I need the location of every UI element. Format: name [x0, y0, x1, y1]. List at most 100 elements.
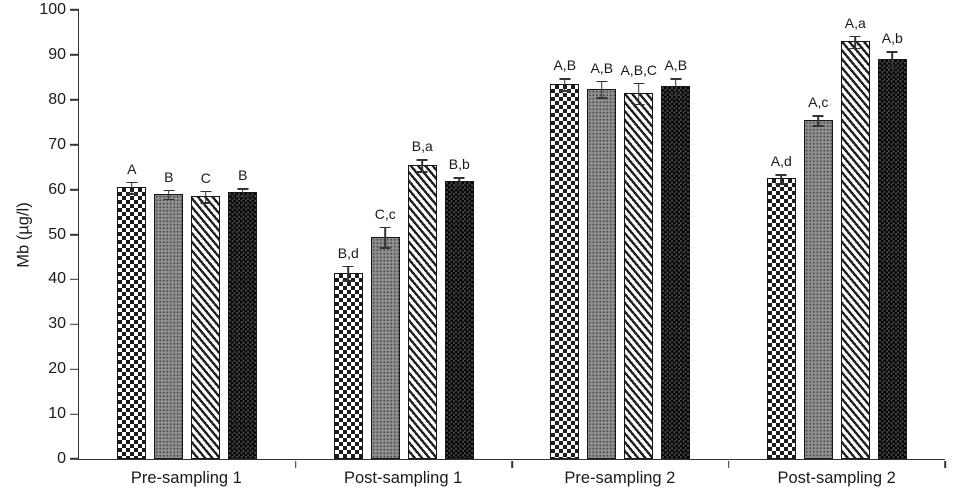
- y-tick-mark: [70, 368, 79, 370]
- y-tick-mark: [70, 233, 79, 236]
- error-bar-cap-bottom: [379, 247, 391, 249]
- y-tick-mark: [70, 278, 79, 281]
- error-bar-line: [854, 35, 857, 50]
- error-bar-line: [167, 189, 170, 201]
- error-bar-cap-top: [559, 78, 571, 80]
- y-tick-label: 60: [48, 180, 66, 198]
- y-tick-label: 30: [48, 315, 66, 333]
- bar: A,B: [661, 57, 691, 459]
- error-bar-cap-top: [163, 189, 175, 192]
- error-bar-cap-bottom: [416, 171, 428, 173]
- x-axis-label: Pre-sampling 1: [130, 469, 242, 487]
- bar: B,b: [444, 156, 474, 459]
- bar: A,B,C: [620, 62, 657, 459]
- y-tick-mark: [70, 99, 79, 101]
- error-bar-cap-bottom: [200, 202, 212, 205]
- error-bar-cap-top: [849, 35, 861, 38]
- error-bar-line: [600, 80, 603, 99]
- error-bar-cap-bottom: [453, 184, 465, 187]
- error-bar-cap-top: [126, 181, 138, 184]
- y-axis-title: Mb (µg/l): [14, 202, 33, 268]
- error-bar-line: [421, 159, 424, 173]
- error-bar-cap-bottom: [775, 183, 787, 185]
- significance-label: A,B: [553, 57, 577, 74]
- y-tick-mark: [70, 458, 79, 460]
- x-tick-mark: [727, 461, 730, 468]
- error-bar-cap-bottom: [670, 94, 682, 97]
- error-bar-cap-bottom: [849, 47, 861, 50]
- error-bar-line: [384, 226, 387, 249]
- x-tick-mark: [511, 461, 513, 468]
- error-bar-line: [241, 188, 244, 198]
- y-tick-label: 0: [57, 450, 66, 467]
- error-bar-cap-bottom: [812, 125, 824, 127]
- error-bar-cap-top: [596, 80, 608, 83]
- y-tick-mark: [70, 413, 79, 415]
- bar: A,b: [877, 30, 907, 459]
- y-tick-label: 90: [48, 45, 66, 63]
- y-tick-mark: [70, 323, 79, 326]
- error-bar-line: [637, 82, 640, 106]
- bar: C: [191, 170, 221, 459]
- significance-label: B: [164, 168, 174, 185]
- error-bar-cap-top: [237, 188, 249, 190]
- significance-label: A,B,C: [620, 61, 658, 78]
- y-tick-mark: [70, 54, 79, 56]
- error-bar-line: [204, 190, 207, 205]
- error-bar-line: [563, 78, 566, 92]
- y-tick-label: 70: [48, 135, 66, 153]
- error-bar-cap-top: [812, 115, 824, 117]
- bar-group: A,d A,c A,a A,b: [729, 10, 946, 459]
- significance-label: A,b: [881, 30, 903, 47]
- error-bar-cap-bottom: [237, 195, 249, 198]
- error-bar-cap-bottom: [126, 193, 138, 196]
- error-bar-cap-bottom: [596, 96, 608, 99]
- y-tick-label: 10: [48, 405, 66, 423]
- bar: B: [228, 167, 258, 459]
- y-tick-label: 80: [48, 90, 66, 108]
- bar: A: [117, 161, 147, 459]
- significance-label: A,d: [770, 153, 792, 169]
- bar: B,a: [407, 138, 437, 459]
- error-bar-cap-bottom: [633, 103, 645, 106]
- bar: A,c: [803, 94, 833, 459]
- significance-label: B,b: [448, 156, 470, 173]
- error-bar-cap-top: [886, 51, 898, 54]
- x-axis-label: Post-sampling 2: [777, 469, 896, 487]
- bar-group: A,B A,B A,B,C A,B: [512, 10, 729, 459]
- error-bar-cap-bottom: [886, 67, 898, 70]
- significance-label: B,a: [411, 138, 433, 155]
- bar-groups: A B C B B,d C,c B,a B,b A,B A,B A,B,C A,B A,d A,c A,a A…: [79, 10, 945, 459]
- error-bar-line: [817, 115, 820, 127]
- error-bar-cap-top: [453, 177, 465, 179]
- x-axis-label: Post-sampling 1: [343, 469, 463, 487]
- y-tick-label: 100: [39, 1, 66, 18]
- error-bar-cap-bottom: [342, 280, 354, 282]
- bar-group: B,d C,c B,a B,b: [296, 10, 513, 459]
- bar: B,d: [333, 245, 363, 459]
- plot-area: A B C B B,d C,c B,a B,b A,B A,B A,B,C A,B A,d A,c A,a A…: [39, 2, 946, 468]
- error-bar-cap-top: [775, 174, 787, 176]
- bar: A,a: [840, 15, 870, 459]
- x-tick-mark: [294, 461, 297, 468]
- y-tick-label: 50: [48, 225, 66, 243]
- bar: A,d: [766, 153, 796, 459]
- significance-label: C,c: [374, 205, 396, 222]
- bar: A,B: [587, 60, 617, 459]
- error-bar-line: [780, 174, 783, 185]
- bar: C,c: [370, 206, 400, 459]
- error-bar-cap-top: [379, 226, 391, 229]
- error-bar-line: [347, 265, 350, 282]
- error-bar-cap-top: [416, 159, 428, 161]
- x-axis-labels: Pre-sampling 1 Post-sampling 1 Pre-samplin…: [78, 469, 945, 488]
- y-tick-mark: [70, 188, 79, 191]
- y-tick-label: 40: [48, 270, 66, 288]
- error-bar-line: [674, 78, 677, 97]
- error-bar-cap-top: [670, 78, 682, 80]
- error-bar-cap-bottom: [559, 90, 571, 92]
- significance-label: B,d: [337, 244, 359, 261]
- error-bar-cap-top: [200, 190, 212, 193]
- x-tick-mark: [944, 461, 946, 468]
